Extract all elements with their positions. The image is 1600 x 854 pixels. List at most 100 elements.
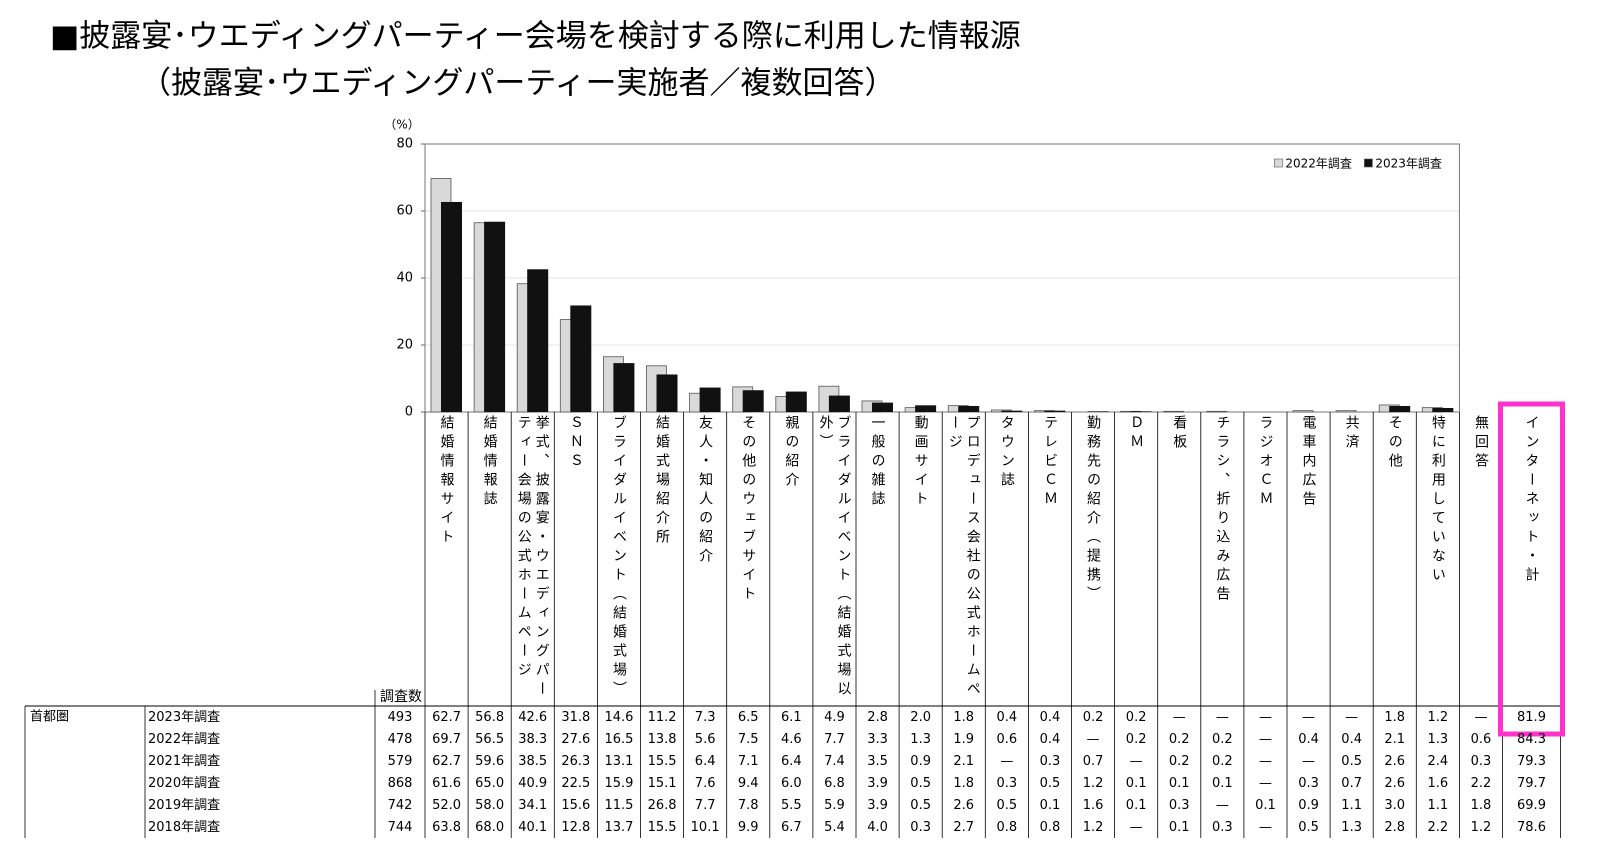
value-cell: 1.1 [1341, 798, 1362, 813]
n-cell: 579 [387, 754, 413, 769]
value-cell: — [1258, 754, 1272, 769]
category-column: 動画サイト [899, 415, 942, 705]
value-cell: 2.8 [1384, 820, 1406, 835]
value-cell: 22.5 [561, 776, 591, 791]
value-cell: 0.7 [1082, 754, 1104, 769]
value-cell: 6.1 [781, 710, 802, 725]
category-label: 結婚式場紹介所 [654, 415, 671, 548]
value-cell: 0.1 [1125, 798, 1147, 813]
value-cell: 63.8 [432, 820, 462, 835]
value-cell: 5.5 [781, 798, 802, 813]
value-cell: 0.4 [1298, 732, 1319, 747]
value-cell: — [1302, 710, 1316, 725]
category-column: インターネット・計 [1503, 415, 1561, 705]
value-cell: 2.1 [953, 754, 975, 769]
value-cell: 0.6 [996, 732, 1018, 747]
value-cell: 11.5 [604, 798, 634, 813]
value-cell: — [1000, 754, 1014, 769]
category-column: 共済 [1330, 415, 1373, 705]
value-cell: 1.9 [953, 732, 975, 747]
value-cell: 58.0 [475, 798, 505, 813]
value-cell: 65.0 [475, 776, 505, 791]
n-cell: 478 [387, 732, 413, 747]
category-column: ブライダルイベント（結婚式場以外） [813, 415, 856, 705]
value-cell: 79.7 [1517, 776, 1546, 791]
category-column: その他 [1373, 415, 1416, 705]
value-cell: 2.0 [910, 710, 931, 725]
value-cell: 62.7 [432, 754, 462, 769]
row-label: 2019年調査 [148, 798, 221, 813]
category-label: 共済 [1343, 415, 1360, 453]
value-cell: 9.4 [737, 776, 759, 791]
value-cell: 7.1 [737, 754, 759, 769]
value-cell: 0.2 [1168, 754, 1190, 769]
value-cell: 2.1 [1384, 732, 1406, 747]
category-column: 勤務先の紹介（提携） [1072, 415, 1115, 705]
value-cell: 40.1 [518, 820, 548, 835]
value-cell: 3.9 [867, 776, 888, 791]
value-cell: — [1474, 710, 1488, 725]
value-cell: 52.0 [432, 798, 462, 813]
value-cell: 5.9 [824, 798, 845, 813]
value-cell: 13.8 [647, 732, 677, 747]
category-column: テレビＣＭ [1028, 415, 1071, 705]
y-tick-label: 80 [396, 137, 413, 152]
category-label: 看板 [1171, 415, 1188, 453]
value-cell: — [1215, 798, 1229, 813]
bar [785, 391, 807, 412]
value-cell: 0.1 [1168, 820, 1190, 835]
value-cell: 6.4 [694, 754, 716, 769]
legend-swatch [1274, 158, 1283, 168]
category-column: 電車内広告 [1287, 415, 1330, 705]
value-cell: 27.6 [561, 732, 591, 747]
value-cell: 2.6 [1384, 776, 1406, 791]
value-cell: 15.5 [647, 754, 677, 769]
value-cell: 1.2 [1470, 820, 1492, 835]
value-cell: 15.9 [604, 776, 634, 791]
value-cell: 6.4 [781, 754, 802, 769]
value-cell: — [1258, 710, 1272, 725]
bar [742, 390, 764, 412]
value-cell: 0.5 [1298, 820, 1319, 835]
category-label: タウン誌 [998, 415, 1015, 491]
value-cell: 0.8 [996, 820, 1018, 835]
value-cell: 14.6 [604, 710, 634, 725]
value-cell: 7.6 [694, 776, 716, 791]
bar [1001, 410, 1023, 412]
value-cell: 1.1 [1427, 798, 1449, 813]
category-label: インターネット・計 [1523, 415, 1540, 586]
value-cell: 26.8 [647, 798, 677, 813]
value-cell: 0.7 [1341, 776, 1362, 791]
value-cell: 1.2 [1427, 710, 1449, 725]
value-cell: 0.4 [996, 710, 1018, 725]
value-cell: 16.5 [604, 732, 634, 747]
value-cell: 0.5 [1039, 776, 1061, 791]
value-cell: 0.1 [1039, 798, 1061, 813]
category-column: その他のウェブサイト [727, 415, 770, 705]
value-cell: 7.8 [737, 798, 759, 813]
value-cell: 0.6 [1470, 732, 1492, 747]
value-cell: 1.2 [1082, 776, 1104, 791]
category-label: 無回答 [1472, 415, 1489, 472]
value-cell: 6.0 [781, 776, 802, 791]
highlight-box [1498, 401, 1565, 737]
category-label: ブライダルイベント（結婚式場以外） [817, 415, 852, 700]
value-cell: 0.1 [1255, 798, 1276, 813]
value-cell: 6.7 [781, 820, 802, 835]
value-cell: 38.3 [518, 732, 548, 747]
value-cell: 81.9 [1517, 710, 1546, 725]
value-cell: 0.1 [1212, 776, 1233, 791]
value-cell: 42.6 [518, 710, 548, 725]
value-cell: 3.9 [867, 798, 888, 813]
bar [828, 395, 850, 412]
value-cell: 7.3 [694, 710, 716, 725]
value-cell: 0.5 [996, 798, 1018, 813]
value-cell: 0.4 [1039, 710, 1061, 725]
chart-subtitle: （披露宴･ウエディングパーティー実施者／複数回答） [140, 66, 895, 102]
legend-label: 2022年調査 [1285, 157, 1352, 171]
bar [656, 374, 678, 412]
value-cell: 0.3 [1168, 798, 1190, 813]
category-label: 動画サイト [912, 415, 929, 510]
value-cell: 0.3 [910, 820, 931, 835]
